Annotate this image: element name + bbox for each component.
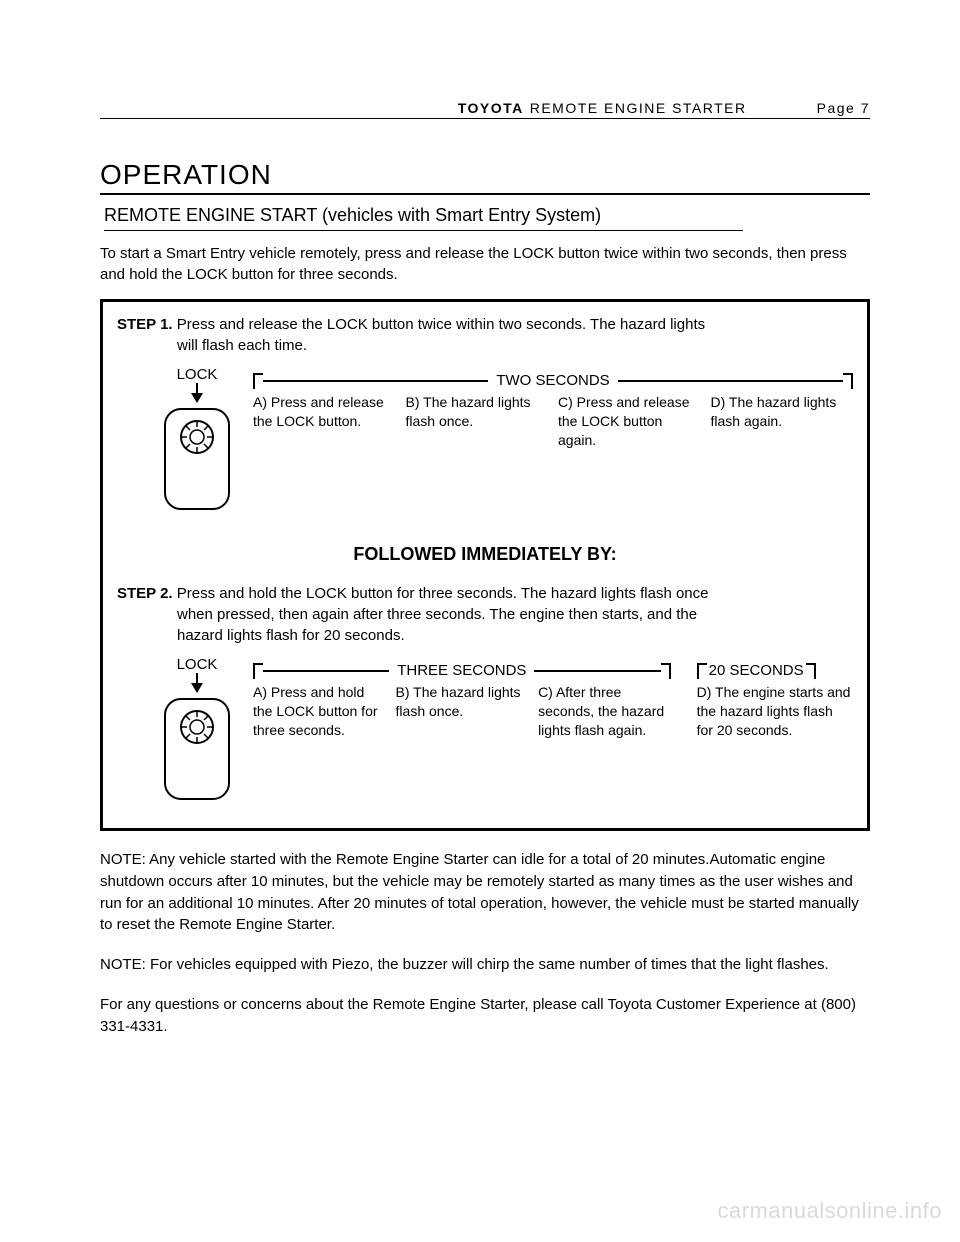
remote-illustration-1: LOCK <box>147 366 247 520</box>
step2-a: A) Press and hold the LOCK button for th… <box>253 683 386 740</box>
step1-b: B) The hazard lights flash once. <box>406 393 549 450</box>
step2-text3: hazard lights flash for 20 seconds. <box>117 625 853 646</box>
lock-label-2: LOCK <box>147 656 247 673</box>
step1-diagram: LOCK <box>147 366 853 520</box>
step2-bracket2-label: 20 SECONDS <box>707 662 806 679</box>
arrow-down-icon <box>191 393 203 403</box>
step2-diagram: LOCK <box>147 656 853 810</box>
step1-label: STEP 1. <box>117 316 173 333</box>
followed-by-label: FOLLOWED IMMEDIATELY BY: <box>117 544 853 565</box>
bracket-line-icon <box>618 380 843 382</box>
subtitle-underline <box>104 230 743 231</box>
step2-line1: STEP 2. Press and hold the LOCK button f… <box>117 583 853 604</box>
page-title: OPERATION <box>100 159 870 191</box>
step1-bracket-label: TWO SECONDS <box>488 372 617 389</box>
watermark: carmanualsonline.info <box>717 1198 942 1224</box>
bracket-right-icon <box>661 663 671 679</box>
step2-d: D) The engine starts and the hazard ligh… <box>697 683 853 740</box>
bracket-left-icon <box>697 663 707 679</box>
section-subtitle: REMOTE ENGINE START (vehicles with Smart… <box>104 205 870 226</box>
bracket-line-icon <box>263 380 488 382</box>
bracket-line-icon <box>263 670 389 672</box>
arrow-down-icon <box>191 683 203 693</box>
arrow-stem-icon <box>196 383 198 393</box>
bracket-left-icon <box>253 373 263 389</box>
step2-text1: Press and hold the LOCK button for three… <box>177 585 709 602</box>
step2-bracket2: 20 SECONDS <box>697 662 853 679</box>
remote-illustration-2: LOCK <box>147 656 247 810</box>
product-label: remote engine starter <box>530 100 747 116</box>
bracket-left-icon <box>253 663 263 679</box>
step2-substeps-right: D) The engine starts and the hazard ligh… <box>697 683 853 740</box>
step1-line1: STEP 1. Press and release the LOCK butto… <box>117 314 853 335</box>
bracket-line-icon <box>534 670 660 672</box>
note-1: NOTE: Any vehicle started with the Remot… <box>100 849 870 936</box>
arrow-stem-icon <box>196 673 198 683</box>
document-header: TOYOTA remote engine starter Page 7 <box>100 100 870 116</box>
step2-bracket1: THREE SECONDS <box>253 662 671 679</box>
step1-c: C) Press and release the LOCK button aga… <box>558 393 701 450</box>
step1-bracket: TWO SECONDS <box>253 372 853 389</box>
step2-label: STEP 2. <box>117 585 173 602</box>
note-2: NOTE: For vehicles equipped with Piezo, … <box>100 954 870 976</box>
step1-text1: Press and release the LOCK button twice … <box>177 316 705 333</box>
step1-a: A) Press and release the LOCK button. <box>253 393 396 450</box>
intro-paragraph: To start a Smart Entry vehicle remotely,… <box>100 243 870 285</box>
note-3: For any questions or concerns about the … <box>100 994 870 1038</box>
key-fob-icon <box>157 695 237 805</box>
step1-substeps: A) Press and release the LOCK button. B)… <box>253 393 853 450</box>
brand-label: TOYOTA <box>458 100 524 116</box>
bracket-right-icon <box>806 663 816 679</box>
instruction-box: STEP 1. Press and release the LOCK butto… <box>100 299 870 831</box>
step2-substeps-left: A) Press and hold the LOCK button for th… <box>253 683 671 740</box>
step2-b: B) The hazard lights flash once. <box>396 683 529 740</box>
bracket-right-icon <box>843 373 853 389</box>
page-number: Page 7 <box>817 100 870 116</box>
key-fob-icon <box>157 405 237 515</box>
step2-c: C) After three seconds, the hazard light… <box>538 683 671 740</box>
header-divider <box>100 118 870 119</box>
step2-bracket1-label: THREE SECONDS <box>389 662 534 679</box>
step2-text2: when pressed, then again after three sec… <box>117 604 853 625</box>
title-underline <box>100 193 870 195</box>
step1-text2: will flash each time. <box>117 335 853 356</box>
step2-substeps-col: THREE SECONDS A) Press and hold the LOCK… <box>247 656 853 810</box>
lock-label-1: LOCK <box>147 366 247 383</box>
step1-substeps-col: TWO SECONDS A) Press and release the LOC… <box>247 366 853 520</box>
step1-d: D) The hazard lights flash again. <box>711 393 854 450</box>
